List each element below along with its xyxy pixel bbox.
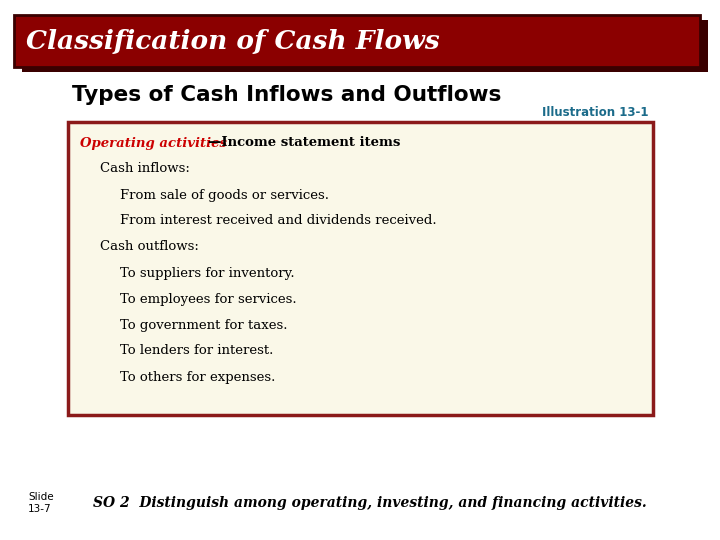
Text: Cash outflows:: Cash outflows:	[100, 240, 199, 253]
FancyBboxPatch shape	[68, 122, 653, 415]
Text: From sale of goods or services.: From sale of goods or services.	[120, 188, 329, 201]
Text: To suppliers for inventory.: To suppliers for inventory.	[120, 267, 294, 280]
Text: Cash inflows:: Cash inflows:	[100, 163, 190, 176]
Text: SO 2  Distinguish among operating, investing, and financing activities.: SO 2 Distinguish among operating, invest…	[93, 496, 647, 510]
Text: From interest received and dividends received.: From interest received and dividends rec…	[120, 214, 436, 227]
Text: To lenders for interest.: To lenders for interest.	[120, 345, 274, 357]
FancyBboxPatch shape	[22, 20, 708, 72]
Text: Operating activities: Operating activities	[80, 137, 227, 150]
Text: Types of Cash Inflows and Outflows: Types of Cash Inflows and Outflows	[72, 85, 501, 105]
Text: Classification of Cash Flows: Classification of Cash Flows	[26, 29, 440, 53]
Text: Illustration 13-1: Illustration 13-1	[541, 105, 648, 118]
Text: —Income statement items: —Income statement items	[208, 137, 400, 150]
Text: Slide
13-7: Slide 13-7	[28, 492, 53, 514]
Text: To others for expenses.: To others for expenses.	[120, 370, 275, 383]
FancyBboxPatch shape	[14, 15, 700, 67]
Text: To employees for services.: To employees for services.	[120, 293, 297, 306]
Text: To government for taxes.: To government for taxes.	[120, 319, 287, 332]
